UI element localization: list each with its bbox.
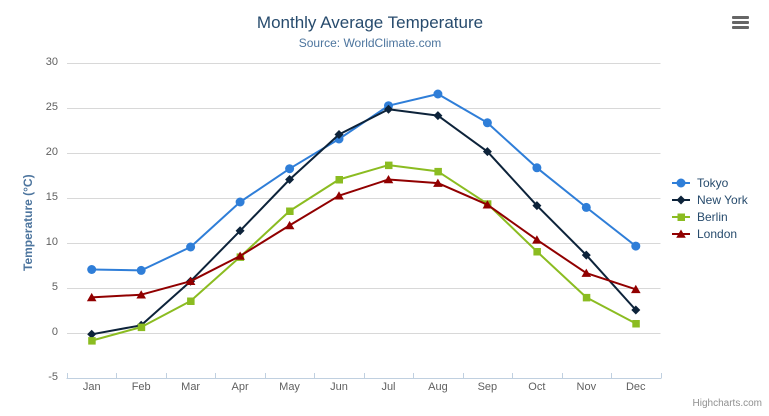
chart-title: Monthly Average Temperature: [256, 13, 484, 32]
legend-label: Tokyo: [697, 175, 729, 190]
x-axis-label: May: [279, 381, 300, 393]
x-axis-label: Dec: [625, 381, 646, 393]
x-axis-label: Mar: [181, 381, 201, 393]
legend-marker-circle-icon: [672, 178, 690, 187]
legend-item-new-york[interactable]: New York: [672, 191, 748, 208]
x-axis-label: Aug: [428, 381, 448, 393]
series-new-york: [87, 104, 641, 339]
series-line-new-york: [90, 108, 637, 336]
y-gridlines: [67, 63, 661, 379]
y-axis-label: 20: [45, 146, 58, 158]
legend-item-london[interactable]: London: [672, 225, 748, 242]
x-axis-label: Apr: [231, 381, 249, 393]
legend-item-tokyo[interactable]: Tokyo: [672, 174, 748, 191]
y-axis-label: 30: [45, 56, 58, 68]
legend-label: Berlin: [697, 209, 728, 224]
x-axis-label: Sep: [477, 381, 498, 393]
x-axis: [66, 373, 662, 379]
y-axis-title: Temperature (°C): [21, 174, 35, 271]
y-axis-label: 15: [45, 191, 58, 203]
legend: Tokyo New York Berlin London: [672, 174, 748, 242]
x-axis-label: Jul: [381, 381, 396, 393]
hamburger-icon: [732, 16, 753, 29]
series-london: [86, 175, 641, 302]
series-points-tokyo[interactable]: [87, 89, 641, 275]
credits-link[interactable]: Highcharts.com: [692, 398, 762, 409]
y-axis-label: 0: [51, 326, 58, 338]
x-axis-label: Jan: [82, 381, 101, 393]
x-axis-label: Nov: [576, 381, 597, 393]
series-points-london[interactable]: [86, 175, 641, 302]
legend-marker-triangle-icon: [672, 229, 690, 238]
y-axis-label: 10: [45, 236, 58, 248]
x-axis-label: Oct: [528, 381, 546, 393]
export-menu-button[interactable]: [730, 14, 755, 36]
legend-label: London: [697, 226, 738, 241]
series-line-london: [90, 178, 637, 299]
series-group: [86, 89, 641, 345]
x-axis-label: Jun: [330, 381, 348, 393]
legend-marker-square-icon: [672, 213, 690, 221]
chart-subtitle: Source: WorldClimate.com: [298, 36, 442, 50]
y-axis-label: 25: [45, 101, 58, 113]
series-tokyo: [87, 89, 641, 275]
series-points-new-york[interactable]: [87, 104, 641, 339]
legend-item-berlin[interactable]: Berlin: [672, 208, 748, 225]
x-axis-label: Feb: [131, 381, 151, 393]
legend-marker-diamond-icon: [672, 195, 690, 204]
series-line-berlin: [90, 164, 637, 342]
y-axis-label: -5: [48, 371, 58, 383]
y-axis-label: 5: [51, 281, 58, 293]
legend-label: New York: [697, 192, 748, 207]
